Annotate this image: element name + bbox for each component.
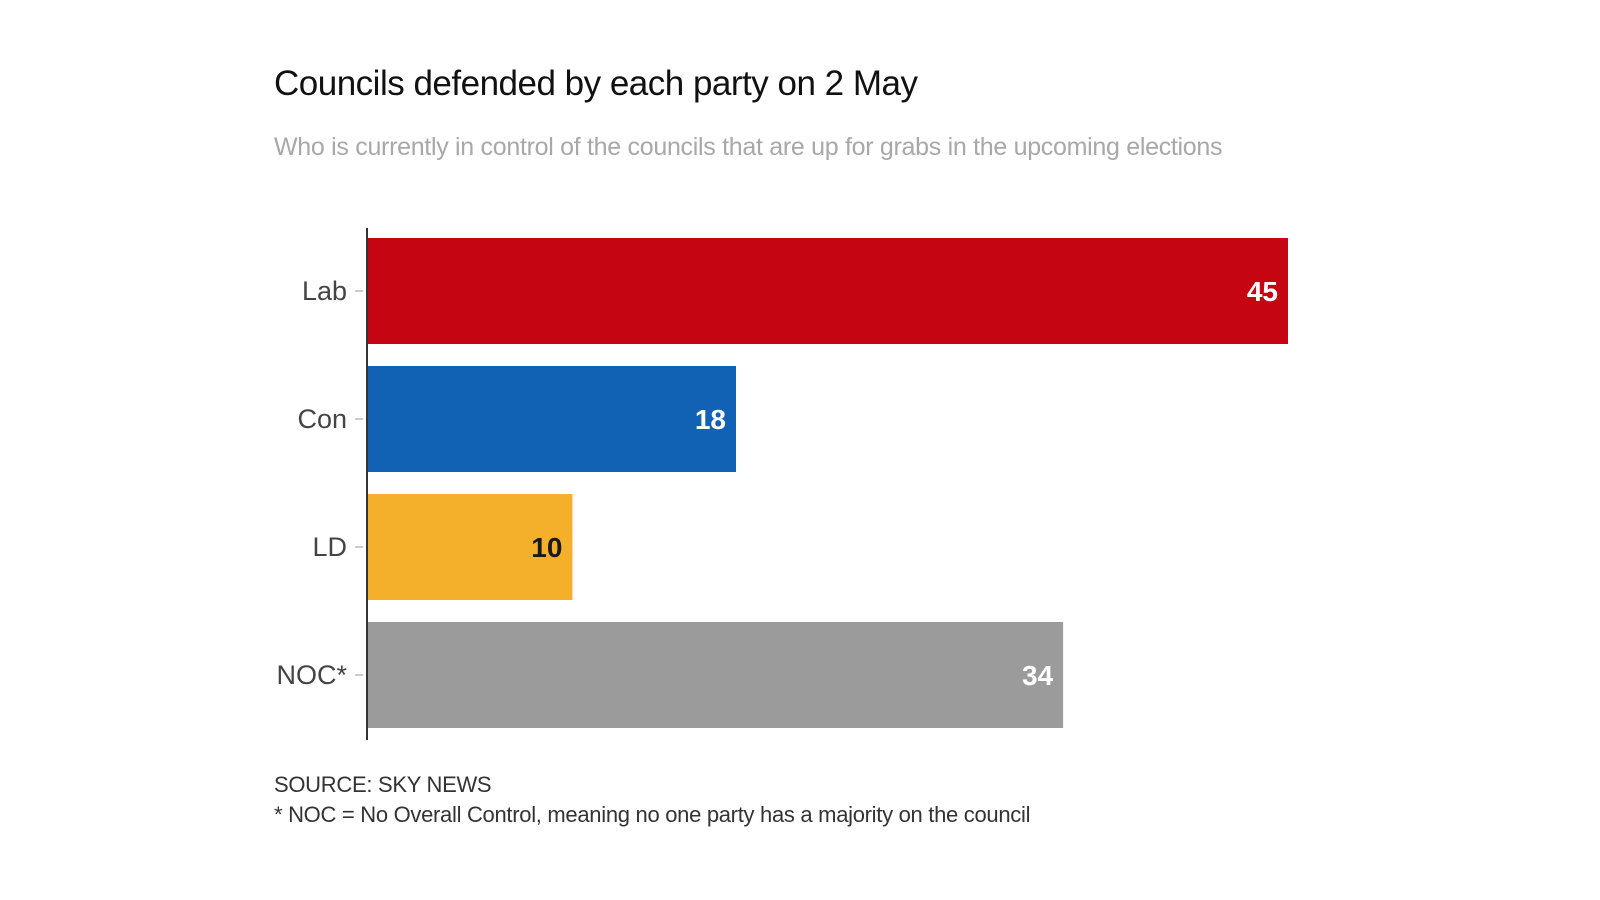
chart-subtitle: Who is currently in control of the counc…	[274, 133, 1223, 161]
data-label: 34	[1022, 660, 1054, 691]
data-label: 45	[1247, 276, 1278, 307]
bar-ld	[368, 494, 573, 600]
category-label: NOC*	[276, 660, 347, 690]
footnote: * NOC = No Overall Control, meaning no o…	[274, 802, 1031, 827]
data-label: 18	[695, 404, 726, 435]
data-label: 10	[531, 532, 562, 563]
chart-footer: SOURCE: SKY NEWS * NOC = No Overall Cont…	[274, 770, 1030, 830]
category-label: Con	[297, 404, 347, 434]
source-note: SOURCE: SKY NEWS	[274, 772, 492, 797]
bar-con	[368, 366, 736, 472]
bar-noc	[368, 622, 1064, 728]
chart-title: Councils defended by each party on 2 May	[274, 64, 918, 103]
category-label: LD	[312, 532, 347, 562]
category-label: Lab	[302, 276, 347, 306]
bar-lab	[368, 238, 1288, 344]
